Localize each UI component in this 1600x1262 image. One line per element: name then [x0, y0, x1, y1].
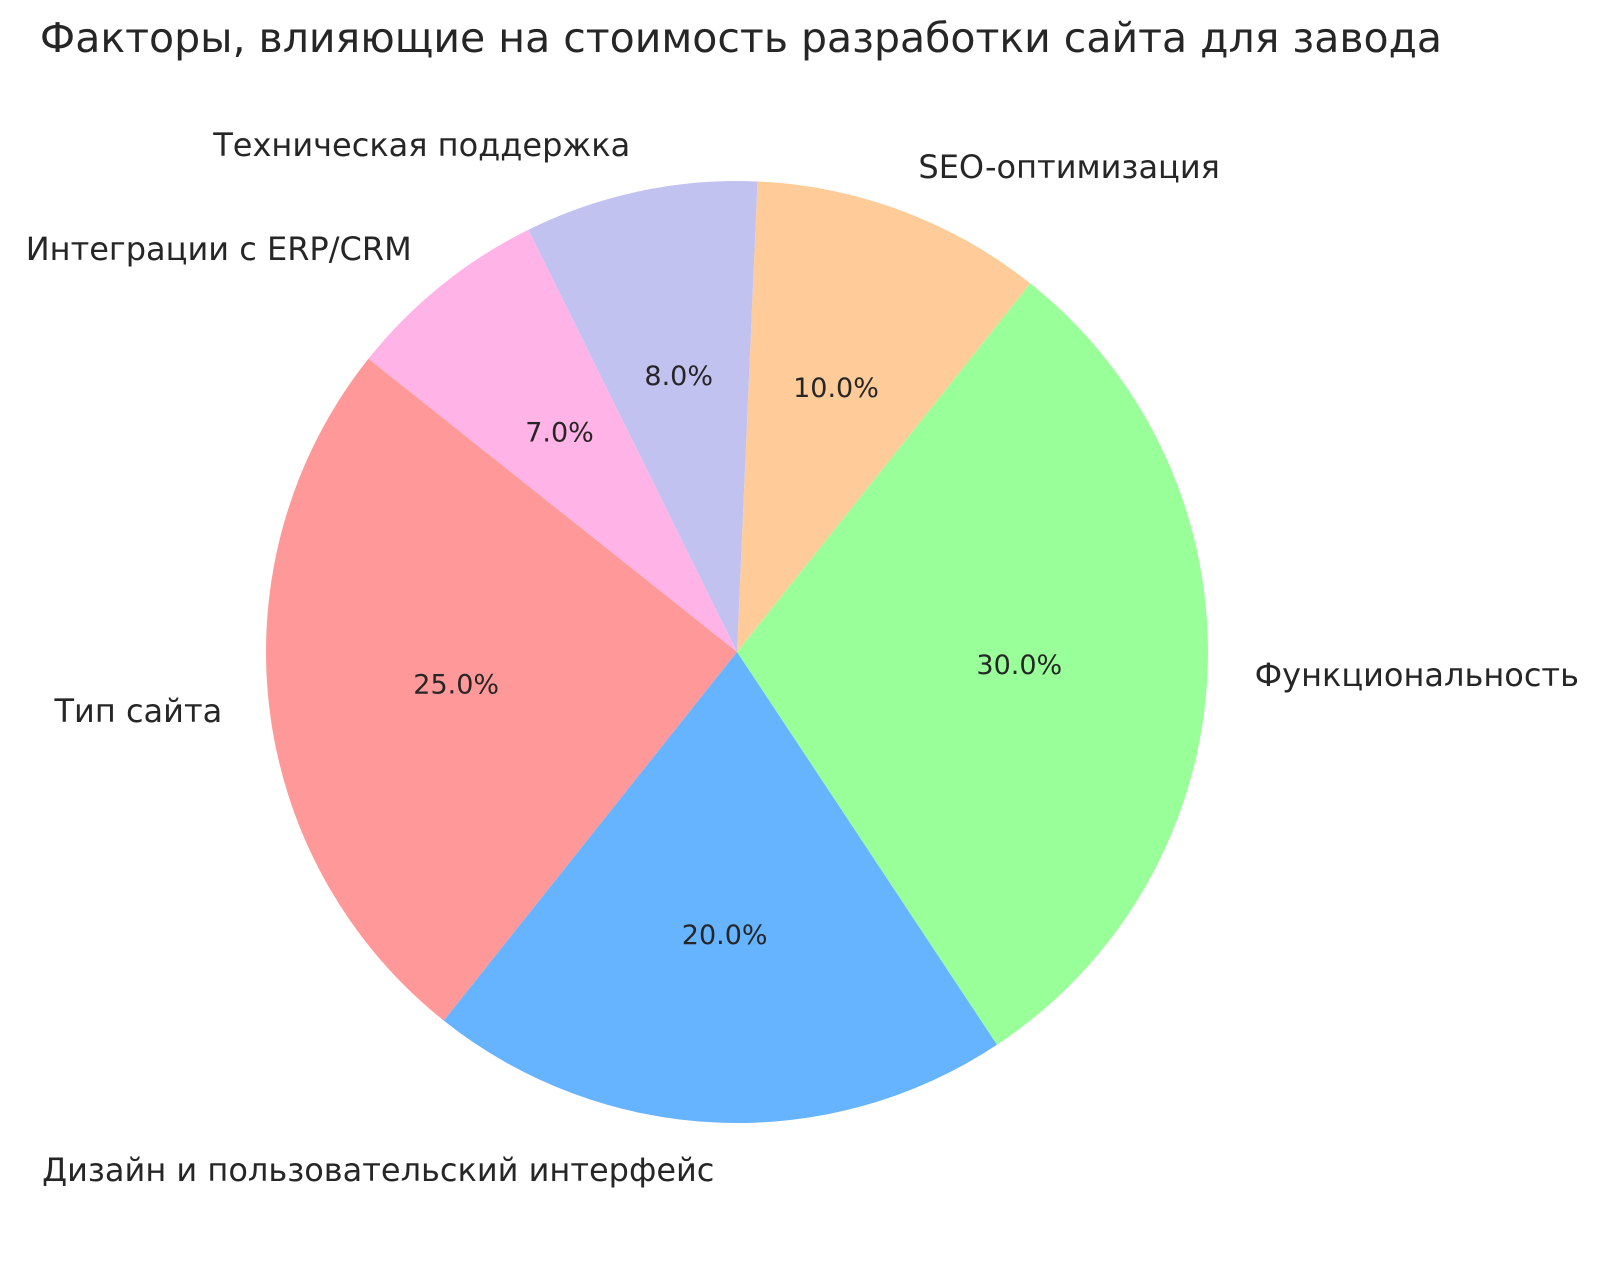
- slice-percent-4: 7.0%: [525, 418, 594, 449]
- slice-label-3: Техническая поддержка: [212, 126, 630, 164]
- pie-slice-1: [737, 283, 1208, 1045]
- slice-percent-2: 10.0%: [793, 373, 879, 404]
- slice-percent-3: 8.0%: [644, 361, 713, 392]
- slice-percent-6: 20.0%: [682, 920, 768, 951]
- pie-slice-6: [443, 652, 997, 1123]
- slice-percent-5: 25.0%: [413, 669, 499, 700]
- pie-slice-3: [528, 181, 758, 653]
- pie-slice-4: [368, 229, 737, 652]
- slice-label-4: Интеграции с ERP/CRM: [26, 230, 412, 268]
- slice-label-6: Дизайн и пользовательский интерфейс: [42, 1151, 714, 1189]
- pie-slice-2: [737, 181, 1031, 652]
- slice-label-2: SEO-оптимизация: [918, 148, 1219, 186]
- slice-label-1: Функциональность: [1255, 656, 1579, 694]
- chart-title: Факторы, влияющие на стоимость разработк…: [39, 14, 1443, 62]
- slice-percent-1: 30.0%: [976, 650, 1062, 681]
- slice-label-5: Тип сайта: [54, 692, 223, 730]
- pie-slice-5: [266, 358, 737, 1021]
